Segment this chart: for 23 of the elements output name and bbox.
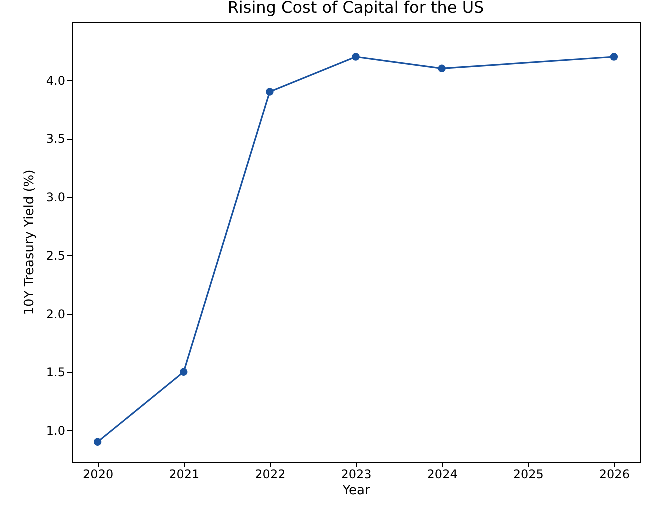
y-tick-label: 2.5 <box>46 248 66 263</box>
y-tick-label: 1.5 <box>46 366 66 380</box>
x-axis-title: Year <box>342 484 371 498</box>
chart-title: Rising Cost of Capital for the US <box>228 0 484 17</box>
x-tick-label: 2021 <box>169 468 200 482</box>
point <box>180 368 188 376</box>
y-tick-label: 3.5 <box>46 132 66 146</box>
y-tick-label: 4.0 <box>46 74 66 88</box>
point <box>610 53 618 61</box>
y-tick-label: 2.0 <box>46 307 66 322</box>
y-tick-label: 3.0 <box>46 190 66 205</box>
x-tick-label: 2025 <box>513 468 544 482</box>
point <box>438 64 446 73</box>
point <box>266 88 274 96</box>
x-tick-label: 2023 <box>341 468 372 482</box>
x-tick-label: 2026 <box>599 468 630 482</box>
point <box>352 53 360 61</box>
point <box>94 438 102 446</box>
y-axis-title: 10Y Treasury Yield (%) <box>22 170 38 316</box>
x-tick-label: 2020 <box>83 468 114 482</box>
x-tick-label: 2022 <box>255 468 286 482</box>
x-tick-label: 2024 <box>427 468 458 482</box>
y-tick-label: 1.0 <box>46 424 66 438</box>
